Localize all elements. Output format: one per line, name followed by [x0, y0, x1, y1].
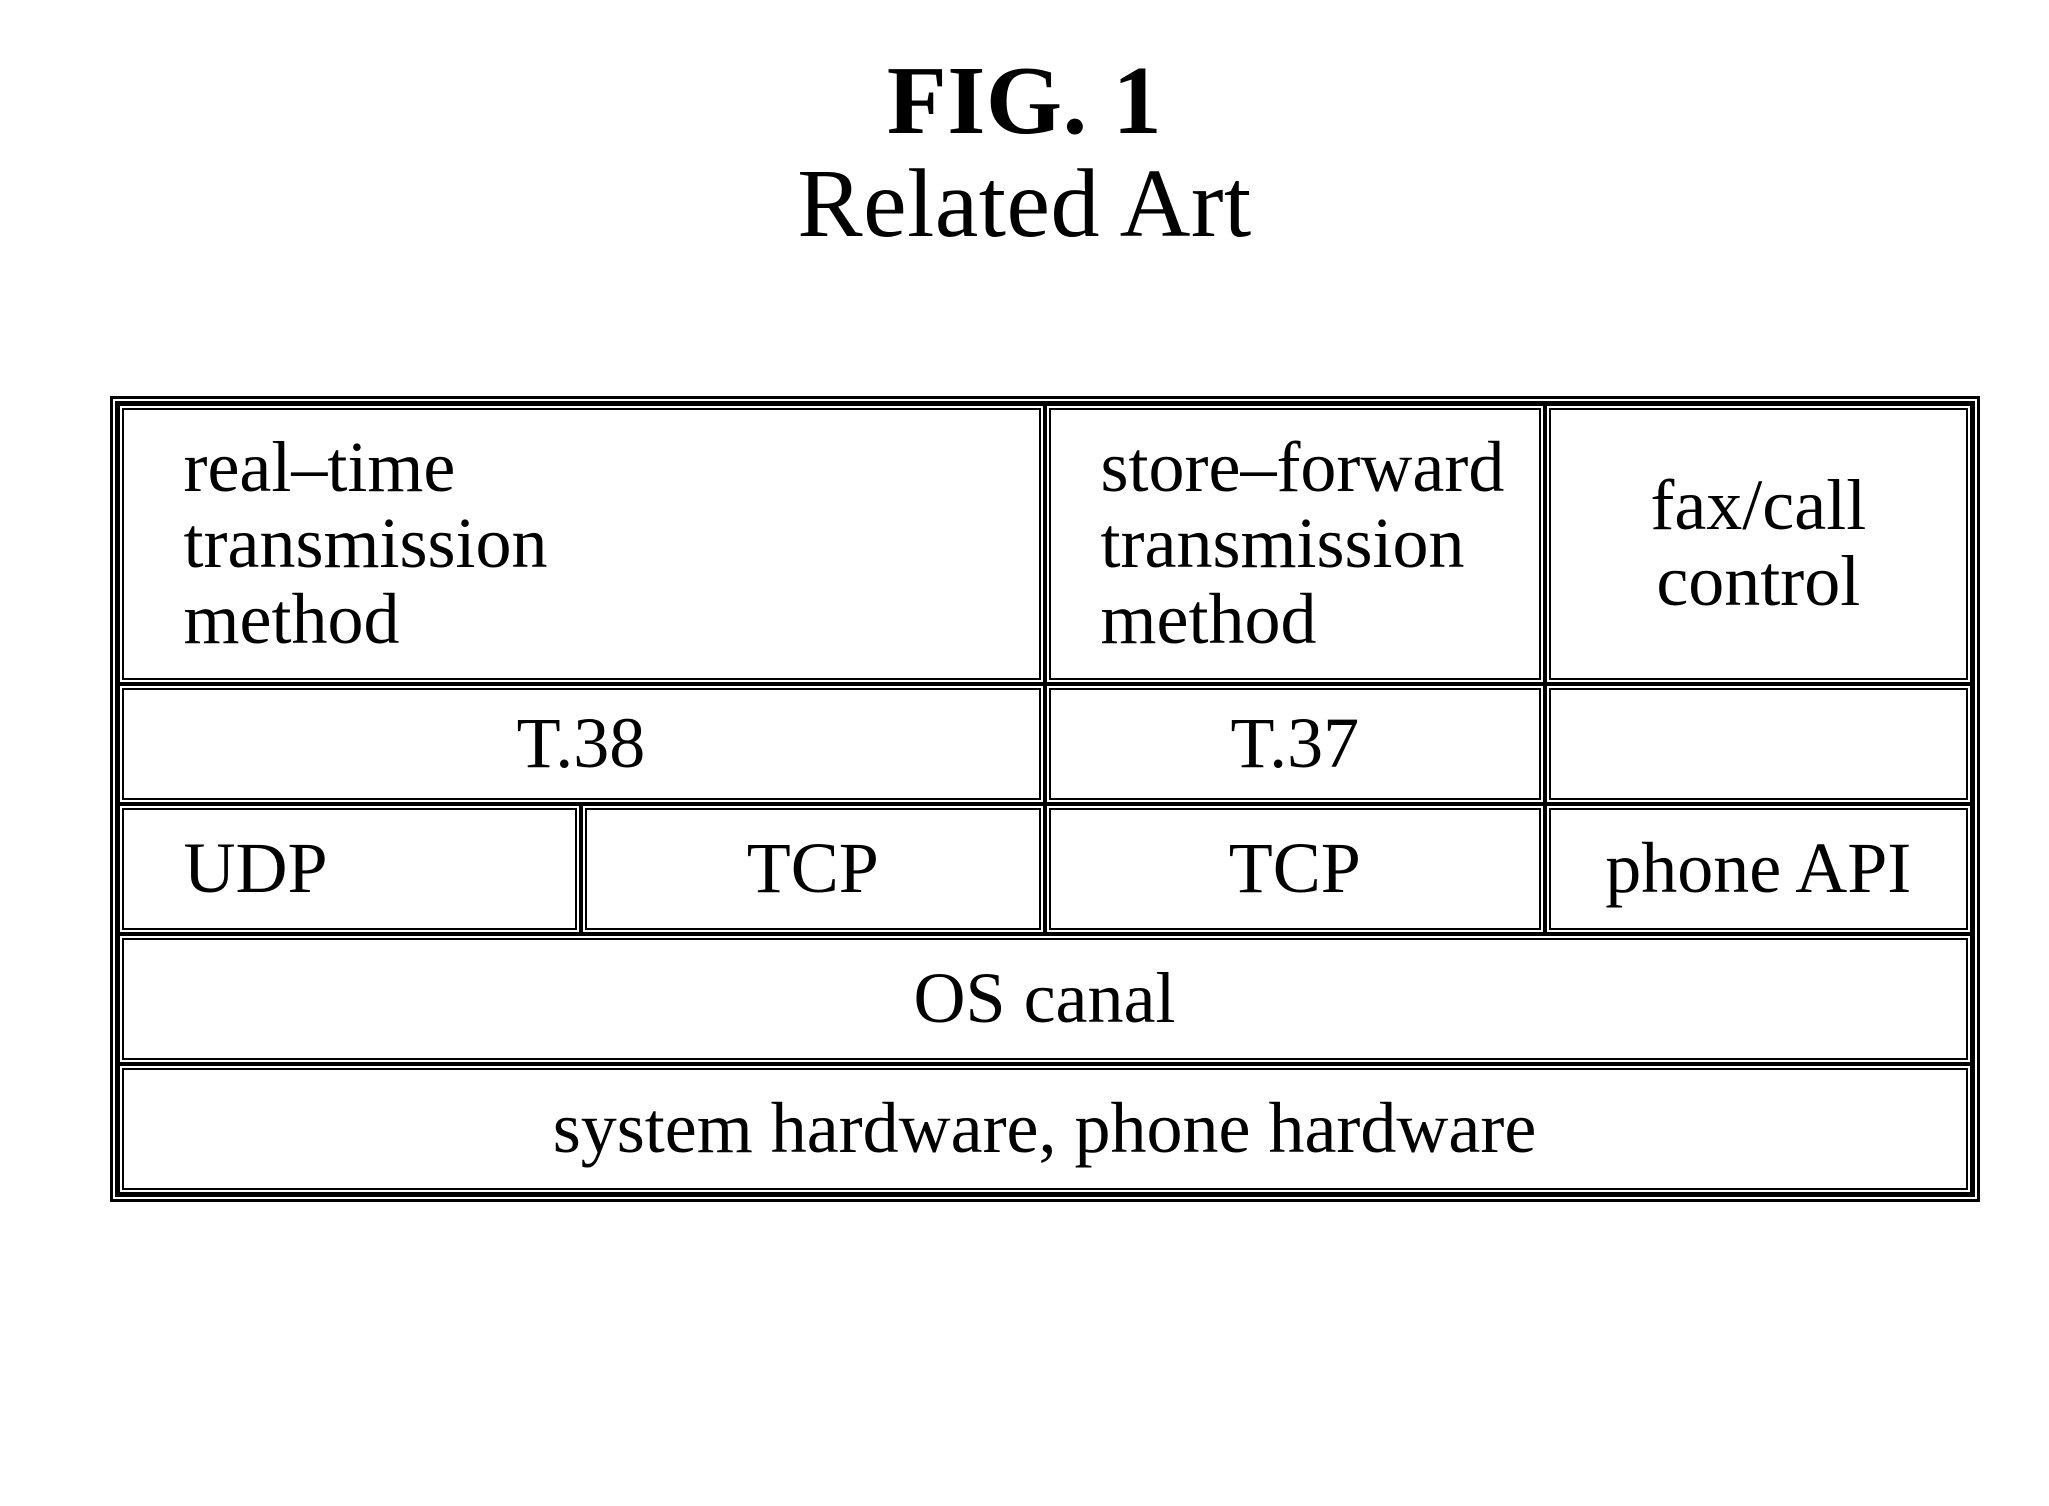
cell-store-forward-method: store–forwardtransmissionmethod [1045, 404, 1546, 684]
table-row: real–timetransmissionmethod store–forwar… [118, 404, 1972, 684]
architecture-table: real–timetransmissionmethod store–forwar… [110, 396, 1980, 1202]
cell-fax-call-control: fax/call control [1545, 404, 1971, 684]
figure-number: FIG. 1 [797, 50, 1252, 153]
cell-tcp-2: TCP [1045, 804, 1546, 934]
figure-title-block: FIG. 1 Related Art [797, 50, 1252, 256]
figure-container: FIG. 1 Related Art real–timetransmission… [40, 40, 2009, 1202]
cell-text: TCP [1229, 828, 1361, 908]
cell-t37: T.37 [1045, 684, 1546, 804]
cell-realtime-method: real–timetransmissionmethod [118, 404, 1045, 684]
table-row: system hardware, phone hardware [118, 1064, 1972, 1194]
cell-text: system hardware, phone hardware [553, 1088, 1537, 1168]
cell-system-hardware: system hardware, phone hardware [118, 1064, 1972, 1194]
cell-text: OS canal [914, 958, 1176, 1038]
cell-text: store–forwardtransmissionmethod [1101, 427, 1505, 658]
cell-text: T.38 [517, 703, 646, 783]
cell-text: TCP [747, 828, 879, 908]
table-row: T.38 T.37 [118, 684, 1972, 804]
cell-udp: UDP [118, 804, 582, 934]
cell-text: real–timetransmissionmethod [184, 427, 548, 658]
cell-text: T.37 [1230, 703, 1359, 783]
architecture-table-wrapper: real–timetransmissionmethod store–forwar… [110, 396, 1980, 1202]
table-row: UDP TCP TCP phone API [118, 804, 1972, 934]
cell-text: fax/call control [1650, 465, 1866, 621]
cell-phone-api: phone API [1545, 804, 1971, 934]
table-row: OS canal [118, 934, 1972, 1064]
cell-t38: T.38 [118, 684, 1045, 804]
cell-tcp-1: TCP [581, 804, 1045, 934]
cell-empty [1545, 684, 1971, 804]
cell-text: UDP [184, 828, 328, 908]
cell-os-canal: OS canal [118, 934, 1972, 1064]
figure-subtitle: Related Art [797, 153, 1252, 256]
cell-text: phone API [1605, 828, 1911, 908]
